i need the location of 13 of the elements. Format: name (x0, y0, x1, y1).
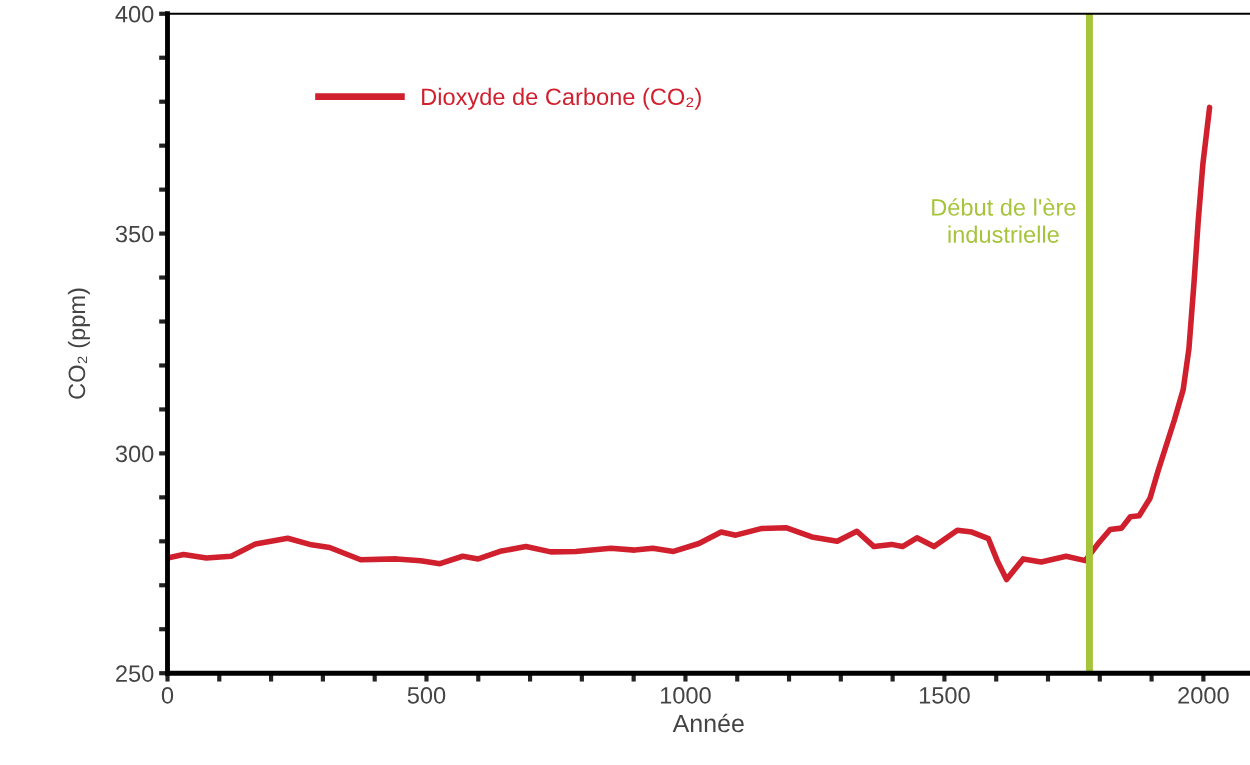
x-tick-label: 2000 (1178, 687, 1229, 704)
y-tick-label: 300 (115, 445, 154, 463)
x-tick-label: 0 (161, 687, 174, 704)
y-tick-label: 350 (115, 225, 154, 243)
legend-label: Dioxyde de Carbone (CO₂) (422, 87, 701, 110)
x-tick-label: 500 (407, 687, 446, 704)
y-axis-title: CO₂ (ppm) (67, 288, 90, 399)
ref-line-label: Début de l'ère industrielle (932, 198, 1076, 243)
y-tick-label: 250 (116, 665, 154, 682)
x-tick-label: 1000 (660, 687, 711, 704)
y-tick-label: 400 (115, 5, 154, 23)
x-axis-title: Année (672, 713, 744, 733)
x-tick-label: 1500 (919, 687, 970, 704)
